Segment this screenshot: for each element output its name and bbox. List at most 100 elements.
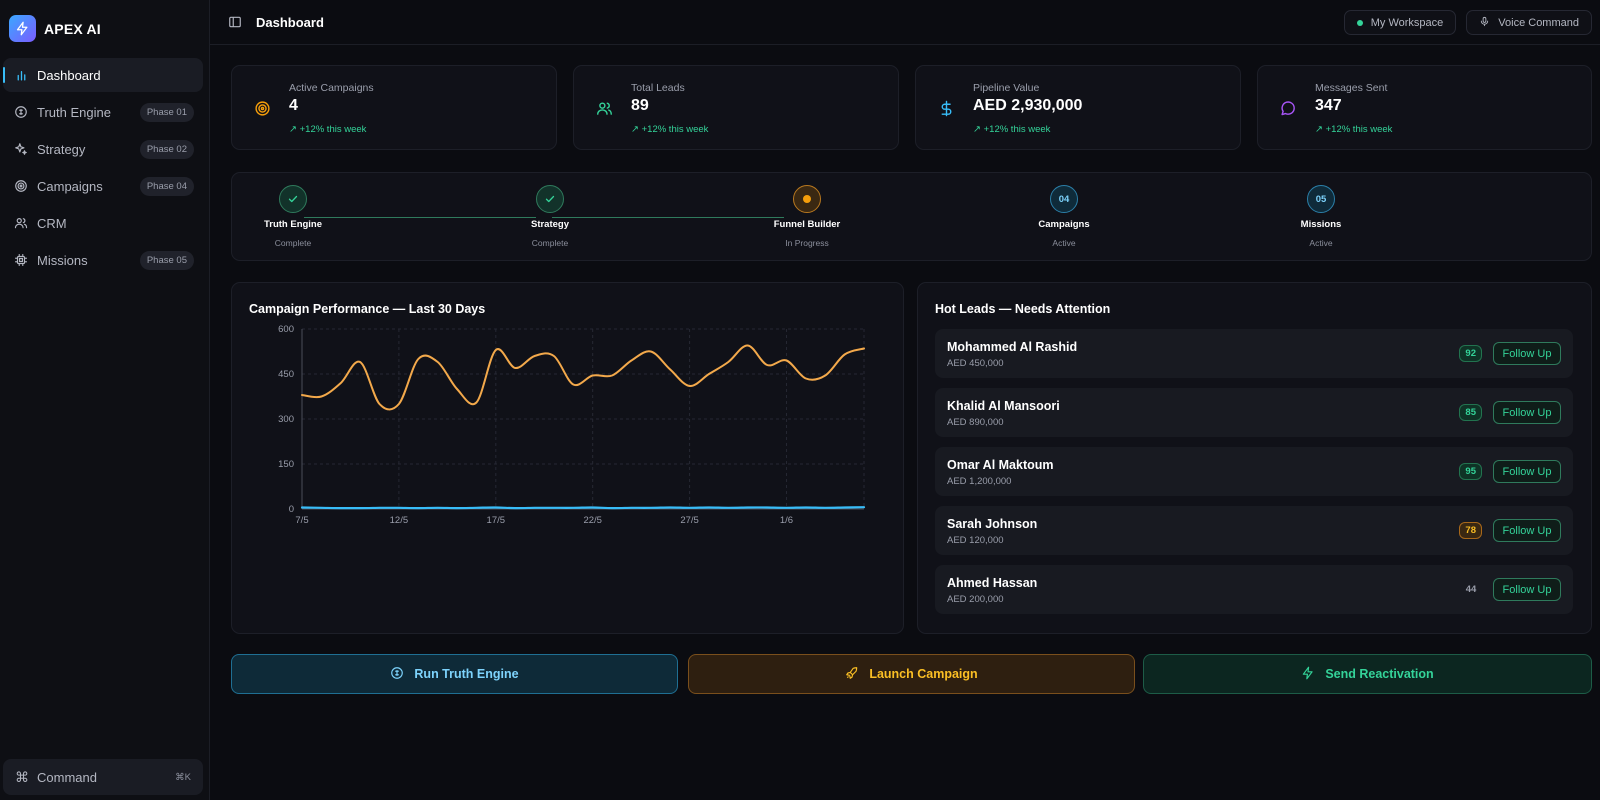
stat-trend: ↗ +12% this week: [1315, 124, 1393, 135]
progress-connector: [304, 217, 536, 218]
lead-score-badge: 78: [1459, 522, 1482, 539]
stat-label: Pipeline Value: [973, 82, 1040, 94]
bar-chart-icon: [14, 68, 28, 82]
run-truth-engine-button[interactable]: Run Truth Engine: [231, 654, 678, 694]
sidebar-item-label: Truth Engine: [37, 104, 111, 120]
follow-up-button[interactable]: Follow Up: [1493, 519, 1561, 542]
sidebar-item-label: Strategy: [37, 141, 86, 157]
command-icon: ⌘: [15, 768, 29, 785]
follow-up-button[interactable]: Follow Up: [1493, 460, 1561, 483]
step-name: Campaigns: [1038, 219, 1090, 230]
sidebar-item-campaigns[interactable]: Campaigns Phase 04: [3, 169, 203, 203]
stat-label: Total Leads: [631, 82, 685, 94]
target-icon: [14, 179, 28, 193]
stat-trend: ↗ +12% this week: [631, 124, 709, 135]
sidebar-item-strategy[interactable]: Strategy Phase 02: [3, 132, 203, 166]
sidebar-item-dashboard[interactable]: Dashboard: [3, 58, 203, 92]
lead-row[interactable]: Ahmed Hassan AED 200,000 44 Follow Up: [935, 565, 1573, 614]
stat-card-pipeline-value: Pipeline Value AED 2,930,000 ↗ +12% this…: [915, 65, 1241, 150]
users-icon: [594, 98, 614, 118]
lead-name: Sarah Johnson: [947, 517, 1038, 531]
step-number: 04: [1050, 185, 1078, 213]
progress-step-campaigns[interactable]: 04 Campaigns Active: [1004, 185, 1124, 248]
sidebar-item-label: Missions: [37, 252, 88, 268]
lead-value: AED 450,000: [947, 358, 1004, 369]
sparkles-icon: [14, 142, 28, 156]
stat-trend-text: +12% this week: [299, 124, 367, 135]
workspace-button[interactable]: My Workspace: [1343, 10, 1457, 35]
voice-command-button[interactable]: Voice Command: [1466, 10, 1592, 35]
lead-name: Khalid Al Mansoori: [947, 399, 1060, 413]
page-title: Dashboard: [256, 14, 324, 30]
compass-icon: [390, 666, 404, 683]
sidebar-item-truth-engine[interactable]: Truth Engine Phase 01: [3, 95, 203, 129]
progress-step-truth-engine[interactable]: Truth Engine Complete: [233, 185, 353, 248]
compass-icon: [14, 105, 28, 119]
stat-label: Active Campaigns: [289, 82, 374, 94]
sidebar-item-label: Dashboard: [37, 67, 101, 83]
zap-icon: [1301, 666, 1315, 683]
step-name: Strategy: [530, 219, 569, 230]
progress-step-funnel-builder[interactable]: Funnel Builder In Progress: [747, 185, 867, 248]
top-bar: Dashboard My Workspace Voice Command: [210, 0, 1600, 45]
check-icon: [279, 185, 307, 213]
stat-card-messages-sent: Messages Sent 347 ↗ +12% this week: [1257, 65, 1592, 150]
step-status: Active: [1052, 238, 1076, 248]
sidebar-item-label: CRM: [37, 215, 67, 231]
action-label: Launch Campaign: [869, 667, 978, 681]
lead-name: Omar Al Maktoum: [947, 458, 1054, 472]
step-number: 05: [1307, 185, 1335, 213]
header-actions: My Workspace Voice Command: [1343, 10, 1592, 35]
progress-step-missions[interactable]: 05 Missions Active: [1261, 185, 1381, 248]
stat-trend-text: +12% this week: [983, 124, 1051, 135]
follow-up-button[interactable]: Follow Up: [1493, 342, 1561, 365]
x-tick-label: 22/5: [583, 515, 602, 526]
stat-trend-text: +12% this week: [641, 124, 709, 135]
rocket-icon: [845, 666, 859, 683]
stat-trend: ↗ +12% this week: [973, 124, 1051, 135]
in-progress-icon: [793, 185, 821, 213]
series-line-1: [300, 506, 866, 510]
target-icon: [252, 98, 272, 118]
y-tick-label: 300: [278, 414, 294, 425]
status-dot: [1356, 19, 1363, 26]
stat-value: AED 2,930,000: [973, 97, 1083, 114]
phase-badge: Phase 04: [139, 176, 194, 196]
lead-score-badge: 95: [1459, 463, 1482, 480]
lead-value: AED 120,000: [947, 535, 1004, 546]
x-tick-label: 1/6: [780, 515, 793, 526]
voice-command-label: Voice Command: [1498, 16, 1579, 29]
sidebar-item-crm[interactable]: CRM: [3, 206, 203, 240]
brand[interactable]: APEX AI: [9, 15, 101, 42]
command-label: Command: [37, 769, 97, 785]
launch-campaign-button[interactable]: Launch Campaign: [688, 654, 1135, 694]
follow-up-button[interactable]: Follow Up: [1493, 401, 1561, 424]
sidebar-item-missions[interactable]: Missions Phase 05: [3, 243, 203, 277]
progress-connector: [552, 217, 784, 218]
sidebar-nav: Dashboard Truth Engine Phase 01 Strategy…: [3, 58, 203, 280]
stat-card-active-campaigns: Active Campaigns 4 ↗ +12% this week: [231, 65, 557, 150]
lead-value: AED 1,200,000: [947, 476, 1012, 487]
lead-score-badge: 85: [1459, 404, 1482, 421]
progress-step-strategy[interactable]: Strategy Complete: [490, 185, 610, 248]
y-tick-label: 600: [278, 324, 294, 335]
stat-card-total-leads: Total Leads 89 ↗ +12% this week: [573, 65, 899, 150]
send-reactivation-button[interactable]: Send Reactivation: [1143, 654, 1592, 694]
action-label: Run Truth Engine: [414, 667, 519, 681]
lead-score-badge: 92: [1459, 345, 1482, 362]
command-palette-button[interactable]: ⌘ Command ⌘K: [3, 759, 203, 795]
phase-badge: Phase 02: [139, 139, 194, 159]
lead-row[interactable]: Sarah Johnson AED 120,000 78 Follow Up: [935, 506, 1573, 555]
lead-row[interactable]: Omar Al Maktoum AED 1,200,000 95 Follow …: [935, 447, 1573, 496]
step-status: Complete: [274, 238, 312, 248]
chart-title: Campaign Performance — Last 30 Days: [249, 302, 486, 316]
leads-title: Hot Leads — Needs Attention: [935, 302, 1111, 316]
progress-dot: [803, 195, 811, 203]
x-tick-label: 12/5: [390, 515, 409, 526]
step-status: Active: [1309, 238, 1333, 248]
x-tick-label: 17/5: [487, 515, 506, 526]
follow-up-button[interactable]: Follow Up: [1493, 578, 1561, 601]
lead-row[interactable]: Khalid Al Mansoori AED 890,000 85 Follow…: [935, 388, 1573, 437]
sidebar-toggle-icon[interactable]: [228, 15, 242, 29]
lead-row[interactable]: Mohammed Al Rashid AED 450,000 92 Follow…: [935, 329, 1573, 378]
